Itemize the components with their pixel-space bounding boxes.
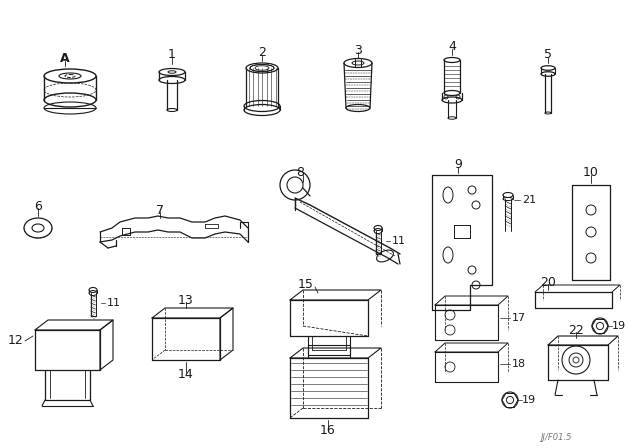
Text: 5: 5 bbox=[544, 48, 552, 61]
Text: 16: 16 bbox=[320, 423, 336, 436]
Text: A: A bbox=[60, 52, 70, 65]
Text: 18: 18 bbox=[512, 359, 526, 369]
Text: 11: 11 bbox=[392, 236, 406, 246]
Text: 10: 10 bbox=[583, 167, 599, 180]
Text: 12: 12 bbox=[7, 333, 23, 346]
Text: 17: 17 bbox=[512, 313, 526, 323]
Text: 22: 22 bbox=[568, 323, 584, 336]
Text: JJ/F01.5: JJ/F01.5 bbox=[540, 434, 572, 443]
Text: 20: 20 bbox=[540, 276, 556, 289]
Text: 11: 11 bbox=[107, 298, 121, 308]
Text: 7: 7 bbox=[156, 203, 164, 216]
Text: 21: 21 bbox=[522, 195, 536, 205]
Text: 6: 6 bbox=[34, 199, 42, 212]
Text: 4: 4 bbox=[448, 40, 456, 53]
Text: 3: 3 bbox=[354, 43, 362, 56]
Text: 13: 13 bbox=[178, 293, 194, 306]
Text: 1: 1 bbox=[168, 48, 176, 61]
Text: 2: 2 bbox=[258, 47, 266, 60]
Text: 8: 8 bbox=[296, 165, 304, 178]
Text: 19: 19 bbox=[522, 395, 536, 405]
Text: 14: 14 bbox=[178, 369, 194, 382]
Text: 15: 15 bbox=[298, 279, 314, 292]
Text: 19: 19 bbox=[612, 321, 626, 331]
Text: 9: 9 bbox=[454, 159, 462, 172]
